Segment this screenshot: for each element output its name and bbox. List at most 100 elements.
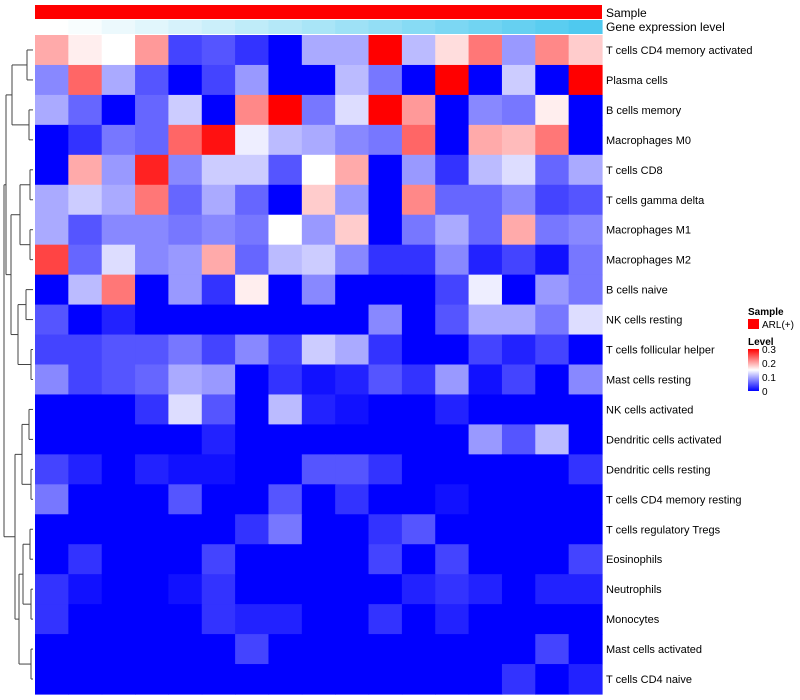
heatmap-cell	[435, 514, 470, 545]
heatmap-cell	[468, 514, 503, 545]
heatmap-cell	[335, 334, 370, 366]
heatmap-cell	[68, 35, 103, 66]
row-label: NK cells resting	[606, 315, 682, 327]
heatmap-cell	[535, 154, 570, 186]
heatmap-cell	[535, 544, 570, 575]
heatmap-cell	[535, 604, 570, 635]
heatmap-cell	[235, 544, 270, 575]
heatmap-cell	[401, 634, 436, 665]
heatmap-cell	[35, 94, 69, 126]
heatmap-cell	[268, 274, 303, 306]
heatmap-cell	[501, 544, 536, 575]
heatmap-cell	[368, 544, 403, 575]
heatmap-cell	[335, 424, 370, 455]
heatmap-cell	[101, 124, 136, 156]
legend-sample-title: Sample	[748, 307, 784, 318]
heatmap-cell	[201, 35, 236, 66]
row-label: B cells naive	[606, 285, 668, 297]
heatmap-cell	[268, 454, 303, 485]
heatmap-cell	[501, 274, 536, 306]
heatmap-cell	[201, 304, 236, 336]
heatmap-cell	[301, 574, 336, 605]
heatmap-cell	[501, 244, 536, 276]
heatmap-cell	[101, 334, 136, 366]
heatmap-cell	[301, 124, 336, 156]
heatmap-cell	[35, 574, 69, 605]
heatmap-cell	[368, 35, 403, 66]
heatmap-cell	[568, 94, 603, 126]
row-label: Macrophages M1	[606, 225, 691, 237]
heatmap-cell	[101, 664, 136, 695]
heatmap-cell	[168, 154, 203, 186]
heatmap-cell	[135, 664, 170, 695]
heatmap-cell	[301, 484, 336, 515]
heatmap-cell	[368, 394, 403, 426]
heatmap-cell	[201, 574, 236, 605]
heatmap-cell	[501, 214, 536, 246]
heatmap-cell	[435, 574, 470, 605]
heatmap-cell	[435, 454, 470, 485]
heatmap-cell	[335, 94, 370, 126]
heatmap-cell	[568, 154, 603, 186]
heatmap-cell	[368, 364, 403, 396]
heatmap-cell	[501, 394, 536, 426]
heatmap-cell	[335, 244, 370, 276]
heatmap-cell	[68, 154, 103, 186]
heatmap-cell	[535, 424, 570, 455]
heatmap-cell	[501, 364, 536, 396]
heatmap-cell	[501, 304, 536, 336]
heatmap-cell	[435, 634, 470, 665]
heatmap-cell	[535, 334, 570, 366]
heatmap-cell	[35, 124, 69, 156]
heatmap-cell	[268, 334, 303, 366]
legend-level-title: Level	[748, 337, 774, 348]
heatmap-cell	[35, 274, 69, 306]
annotation-expression-cell	[568, 20, 603, 34]
heatmap-cell	[268, 574, 303, 605]
row-label: Dendritic cells resting	[606, 464, 711, 476]
heatmap-cell	[368, 304, 403, 336]
annotation-expression-cell	[101, 20, 136, 34]
row-label: T cells CD4 memory activated	[606, 45, 753, 57]
heatmap-cell	[468, 274, 503, 306]
heatmap-cell	[501, 484, 536, 515]
heatmap-cell	[535, 244, 570, 276]
annotation-sample-label: Sample	[606, 6, 647, 20]
heatmap-cell	[301, 35, 336, 66]
row-label: T cells regulatory Tregs	[606, 524, 721, 536]
heatmap-cell	[35, 304, 69, 336]
heatmap-cell	[201, 514, 236, 545]
heatmap-cell	[435, 94, 470, 126]
heatmap-cell	[401, 184, 436, 216]
heatmap-cell	[35, 364, 69, 396]
heatmap-cell	[68, 424, 103, 455]
heatmap-cell	[68, 274, 103, 306]
heatmap-cell	[235, 364, 270, 396]
annotation-expression-cell	[35, 20, 69, 34]
heatmap-cell	[235, 334, 270, 366]
heatmap-cell	[335, 574, 370, 605]
heatmap-cell	[235, 664, 270, 695]
heatmap-cell	[335, 35, 370, 66]
heatmap-cell	[335, 214, 370, 246]
heatmap-cell	[401, 424, 436, 455]
heatmap-cell	[401, 94, 436, 126]
row-label: T cells CD4 naive	[606, 674, 692, 686]
heatmap-cell	[568, 334, 603, 366]
heatmap-cell	[35, 214, 69, 246]
row-dendrogram	[3, 49, 33, 680]
heatmap-cell	[168, 514, 203, 545]
heatmap-cell	[201, 364, 236, 396]
heatmap-cell	[501, 64, 536, 96]
heatmap-cell	[68, 604, 103, 635]
heatmap-cell	[335, 274, 370, 306]
heatmap-cell	[235, 244, 270, 276]
heatmap-cell	[301, 214, 336, 246]
heatmap-cell	[35, 334, 69, 366]
heatmap-cell	[135, 604, 170, 635]
row-label: Dendritic cells activated	[606, 434, 722, 446]
heatmap-cell	[268, 544, 303, 575]
heatmap-cell	[368, 514, 403, 545]
heatmap-cell	[401, 664, 436, 695]
